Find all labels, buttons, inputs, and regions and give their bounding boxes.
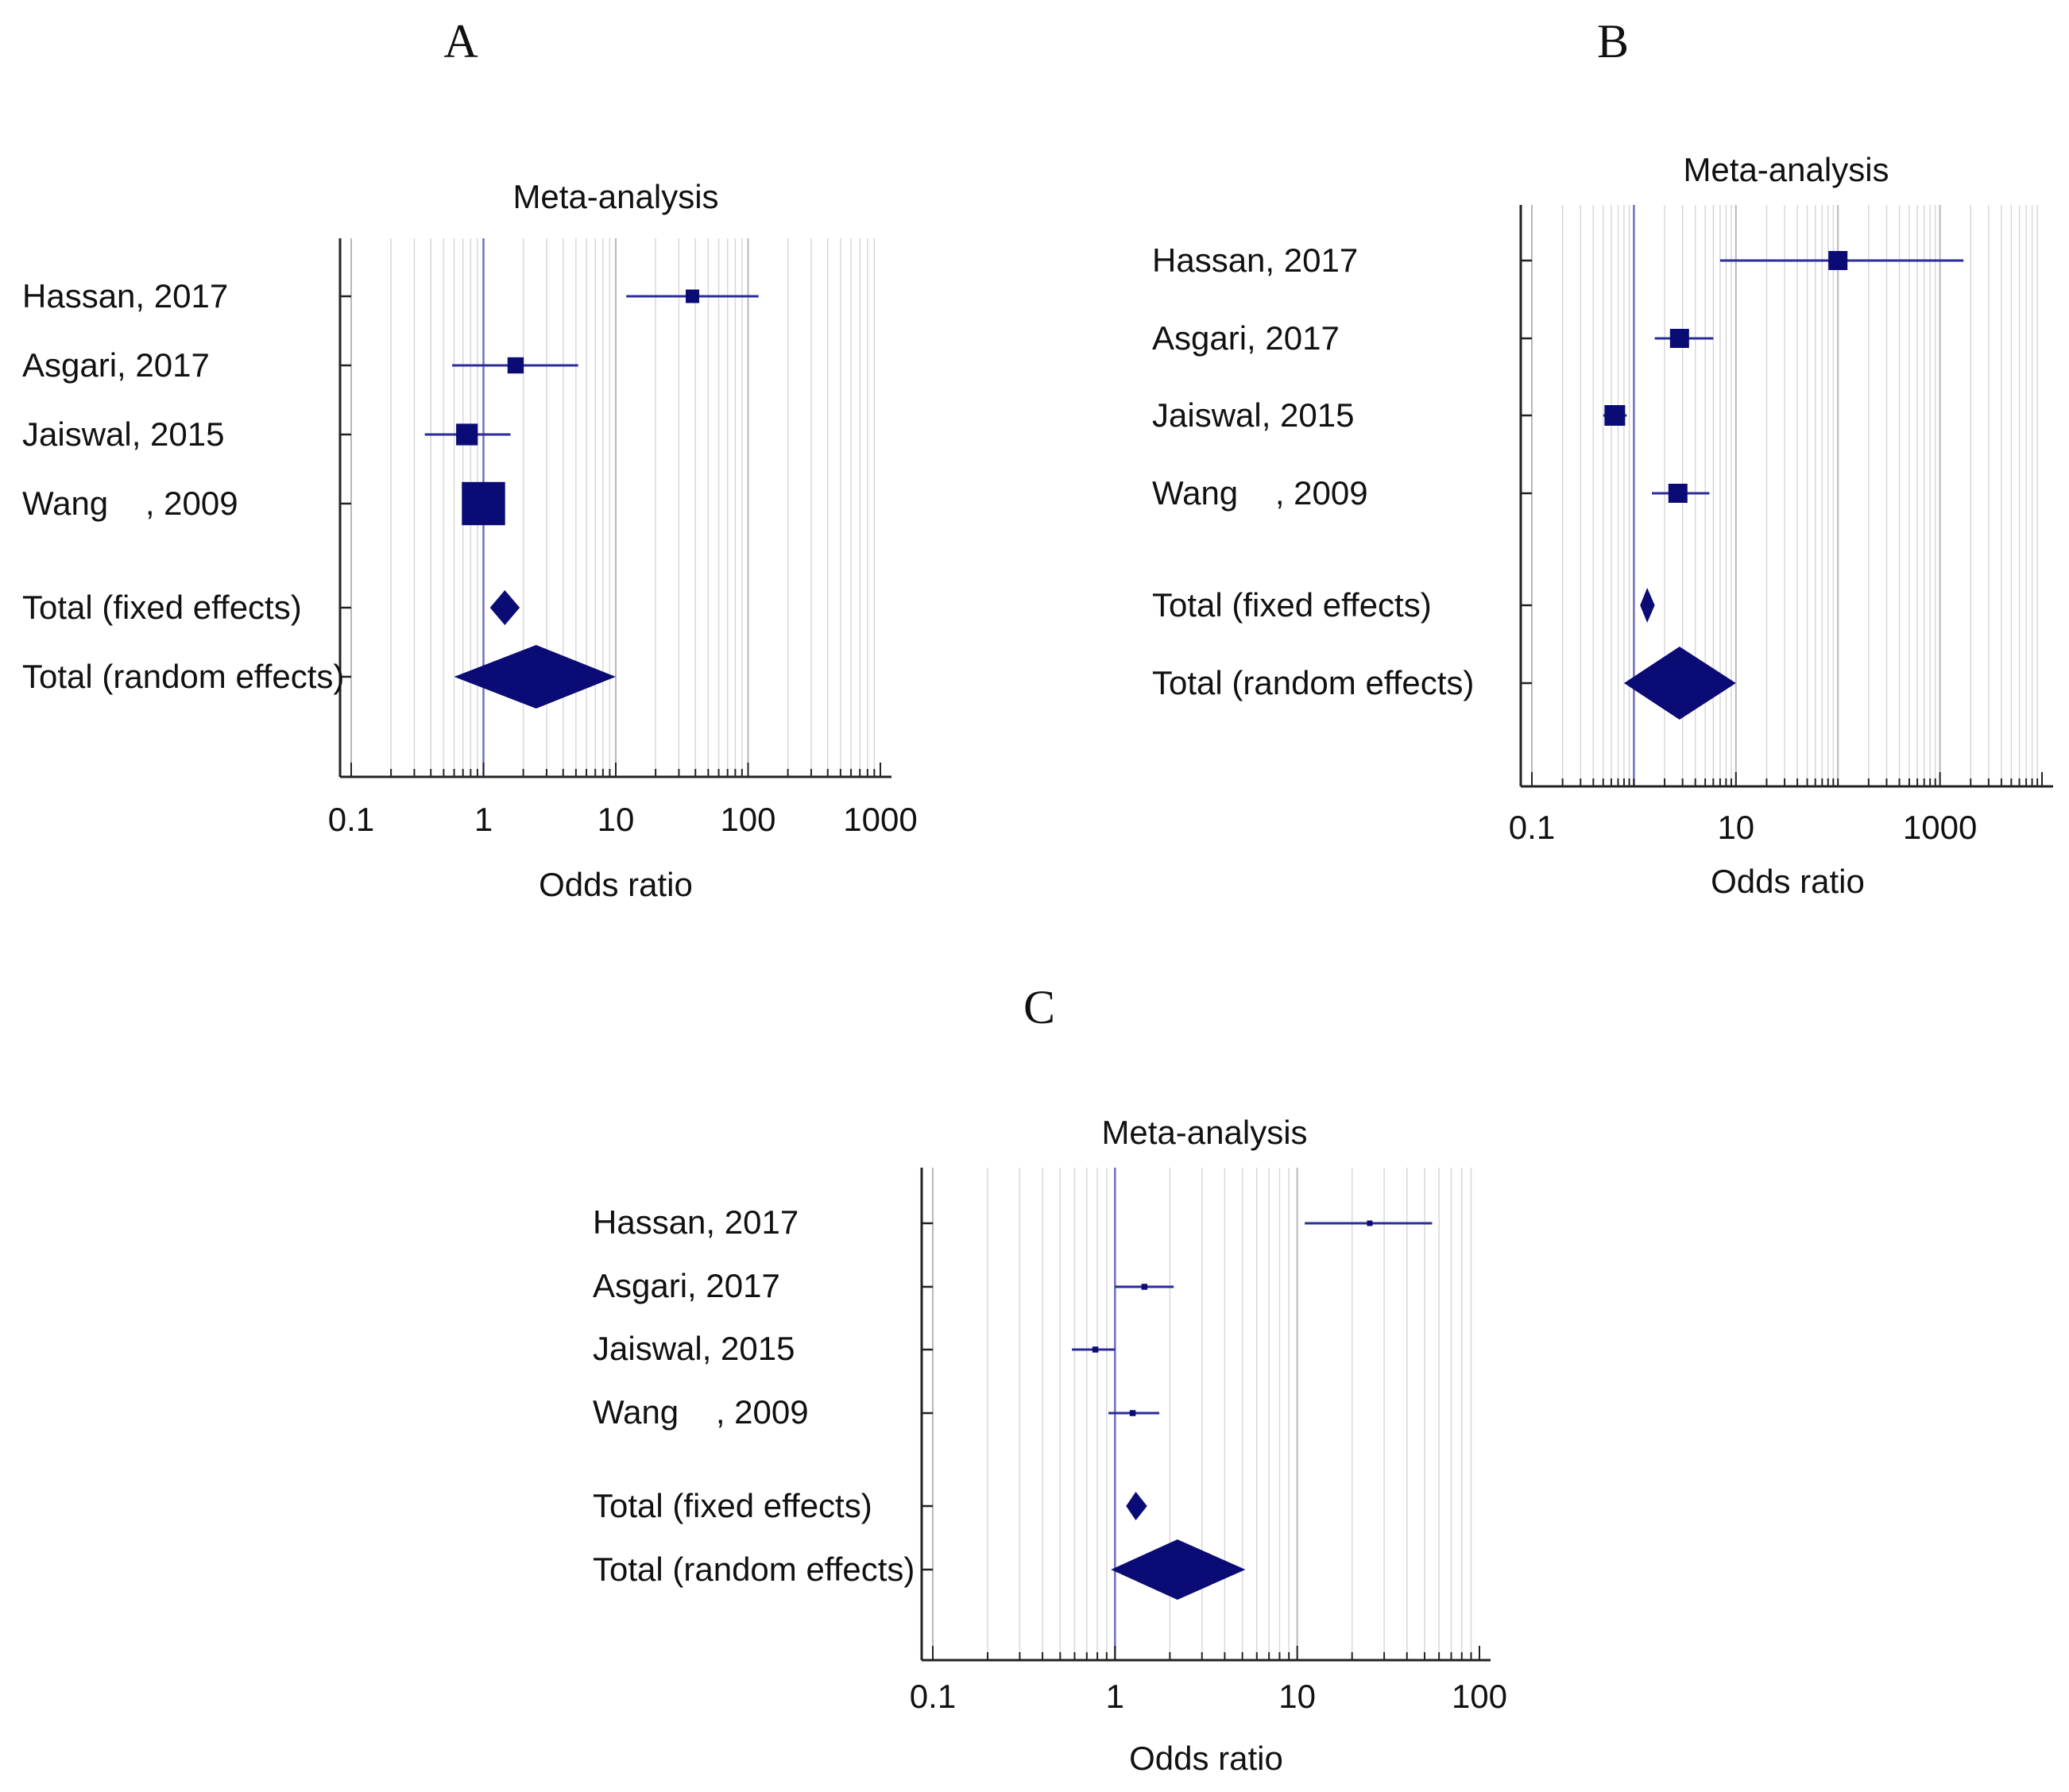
panel-b-ticks xyxy=(1521,259,2043,786)
panel-c-fixed-effects-diamond xyxy=(1126,1492,1147,1520)
panel-a-letter: A xyxy=(443,15,478,68)
panel-b-xtick-label-0: 0.1 xyxy=(1509,809,1555,846)
panel-c-xtick-labels: 0.1 1 10 100 xyxy=(910,1678,1507,1715)
panel-c-xlabel: Odds ratio xyxy=(1129,1740,1283,1777)
panel-b-random-effects-diamond xyxy=(1623,647,1736,720)
panel-a-study-label-4: Wang , 2009 xyxy=(22,485,238,522)
panel-a-study-label-1: Hassan, 2017 xyxy=(22,277,228,315)
panel-b-xlabel: Odds ratio xyxy=(1711,863,1865,900)
panel-a-study-square-2 xyxy=(507,357,524,374)
panel-c-marks xyxy=(1072,1220,1433,1600)
panel-a-random-effects-diamond xyxy=(454,645,616,709)
panel-b-xtick-labels: 0.1 10 1000 xyxy=(1509,809,1978,846)
panel-b-study-label-2: Asgari, 2017 xyxy=(1152,319,1340,357)
panel-c-study-label-4: Wang , 2009 xyxy=(593,1393,809,1431)
panel-c-letter: C xyxy=(1023,981,1055,1033)
panel-a-xtick-label-4: 1000 xyxy=(843,801,917,838)
panel-a-xtick-label-2: 10 xyxy=(597,801,635,838)
panel-c-xtick-label-2: 10 xyxy=(1278,1678,1316,1715)
panel-b-grid xyxy=(1531,205,2038,786)
panel-b-study-square-4 xyxy=(1668,484,1688,503)
panel-a-study-label-2: Asgari, 2017 xyxy=(22,346,210,384)
panel-b-xtick-label-1: 10 xyxy=(1717,809,1754,846)
panel-a: A Meta-analysis Hassan, 2017 Asgari, 201… xyxy=(22,15,918,903)
panel-b-study-label-3: Jaiswal, 2015 xyxy=(1152,396,1354,434)
panel-c-study-label-3: Jaiswal, 2015 xyxy=(593,1330,795,1367)
panel-c-xtick-label-0: 0.1 xyxy=(910,1678,956,1715)
panel-a-labels: Hassan, 2017 Asgari, 2017 Jaiswal, 2015 … xyxy=(22,277,344,695)
panel-a-ticks xyxy=(340,295,881,777)
panel-c: C Meta-analysis Hassan, 2017 Asgari, 201… xyxy=(593,981,1507,1777)
panel-a-study-square-3 xyxy=(456,423,478,446)
panel-a-xtick-labels: 0.1 1 10 100 1000 xyxy=(328,801,918,838)
panel-c-labels: Hassan, 2017 Asgari, 2017 Jaiswal, 2015 … xyxy=(593,1203,915,1588)
panel-a-total-fixed-label: Total (fixed effects) xyxy=(22,589,302,626)
panel-c-study-label-2: Asgari, 2017 xyxy=(593,1267,780,1304)
panel-a-total-random-label: Total (random effects) xyxy=(22,658,344,695)
panel-c-study-label-1: Hassan, 2017 xyxy=(593,1203,799,1241)
panel-b-fixed-effects-diamond xyxy=(1640,588,1655,623)
panel-c-random-effects-diamond xyxy=(1111,1539,1246,1600)
panel-c-xtick-label-1: 1 xyxy=(1106,1678,1124,1715)
panel-c-study-square-3 xyxy=(1092,1346,1099,1353)
panel-b-xtick-label-2: 1000 xyxy=(1903,809,1977,846)
panel-a-xtick-label-0: 0.1 xyxy=(328,801,374,838)
panel-b-study-square-2 xyxy=(1669,329,1689,348)
panel-a-title: Meta-analysis xyxy=(512,178,718,215)
panel-a-study-square-1 xyxy=(686,289,700,303)
panel-a-xlabel: Odds ratio xyxy=(539,866,693,903)
panel-b-study-square-3 xyxy=(1604,405,1626,426)
panel-c-xtick-label-3: 100 xyxy=(1452,1678,1507,1715)
panel-b-labels: Hassan, 2017 Asgari, 2017 Jaiswal, 2015 … xyxy=(1152,241,1474,701)
panel-b-total-random-label: Total (random effects) xyxy=(1152,664,1474,701)
panel-a-marks xyxy=(424,289,759,709)
panel-c-study-square-1 xyxy=(1367,1220,1373,1226)
panel-b-letter: B xyxy=(1597,15,1629,68)
panel-a-study-square-4 xyxy=(462,481,505,526)
panel-a-fixed-effects-diamond xyxy=(489,590,520,625)
panel-b-study-label-4: Wang , 2009 xyxy=(1152,474,1368,512)
panel-a-xtick-label-1: 1 xyxy=(474,801,493,838)
panel-b-study-square-1 xyxy=(1828,251,1848,270)
panel-b-marks xyxy=(1603,251,1964,720)
panel-c-study-square-4 xyxy=(1129,1410,1136,1416)
panel-c-total-fixed-label: Total (fixed effects) xyxy=(593,1487,872,1524)
panel-b-title: Meta-analysis xyxy=(1683,151,1889,188)
panel-a-xtick-label-3: 100 xyxy=(720,801,775,838)
panel-c-total-random-label: Total (random effects) xyxy=(593,1551,915,1588)
panel-b-study-label-1: Hassan, 2017 xyxy=(1152,241,1358,279)
panel-c-study-square-2 xyxy=(1141,1284,1148,1290)
panel-b: B Meta-analysis Hassan, 2017 Asgari, 201… xyxy=(1152,15,2053,900)
panel-a-study-label-3: Jaiswal, 2015 xyxy=(22,415,224,453)
panel-c-ticks xyxy=(922,1222,1480,1660)
panel-c-title: Meta-analysis xyxy=(1101,1114,1307,1151)
panel-b-total-fixed-label: Total (fixed effects) xyxy=(1152,586,1432,624)
